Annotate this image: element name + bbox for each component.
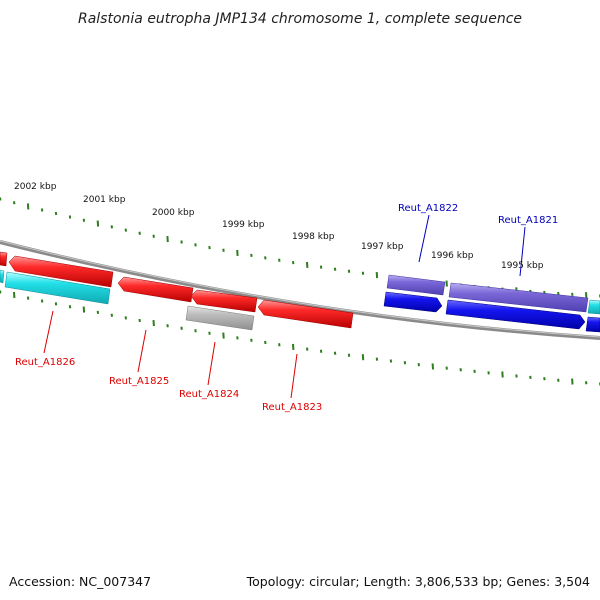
gene-label-reut-a1821[interactable]: Reut_A1821 bbox=[498, 215, 558, 226]
gene-arrow-forward-1821[interactable] bbox=[445, 299, 586, 330]
gene-arrow-left-edge[interactable] bbox=[0, 251, 8, 267]
gene-label-reut-a1822[interactable]: Reut_A1822 bbox=[398, 203, 458, 214]
scale-label-2002-kbp: 2002 kbp bbox=[14, 182, 57, 192]
scale-label-2001-kbp: 2001 kbp bbox=[83, 195, 126, 205]
gene-arrow-reut-a1826[interactable] bbox=[8, 255, 114, 288]
inner-scale-ticks bbox=[0, 290, 600, 386]
gene-label-reut-a1826[interactable]: Reut_A1826 bbox=[15, 357, 75, 368]
scale-label-1998-kbp: 1998 kbp bbox=[292, 232, 335, 242]
leader-line-reut-a1821 bbox=[519, 226, 526, 277]
feature-cyan-reut-a1826[interactable] bbox=[4, 271, 111, 305]
gene-label-reut-a1823[interactable]: Reut_A1823 bbox=[262, 402, 322, 413]
gene-arrow-reut-a1824-red[interactable] bbox=[190, 289, 258, 313]
feature-cyan-right-edge[interactable] bbox=[587, 299, 600, 315]
genome-summary-text: Topology: circular; Length: 3,806,533 bp… bbox=[246, 574, 590, 589]
gene-arrow-reut-a1823[interactable] bbox=[257, 299, 354, 329]
leader-line-reut-a1822 bbox=[418, 214, 430, 263]
gene-arrow-reut-a1825[interactable] bbox=[117, 276, 194, 303]
accession-text: Accession: NC_007347 bbox=[9, 574, 151, 589]
scale-label-1995-kbp: 1995 kbp bbox=[501, 261, 544, 271]
leader-line-reut-a1823 bbox=[290, 353, 298, 399]
gene-label-reut-a1824[interactable]: Reut_A1824 bbox=[179, 389, 239, 400]
feature-cyan-left-edge[interactable] bbox=[0, 269, 5, 284]
gene-label-reut-a1825[interactable]: Reut_A1825 bbox=[109, 376, 169, 387]
scale-label-1997-kbp: 1997 kbp bbox=[361, 242, 404, 252]
leader-line-reut-a1826 bbox=[43, 310, 54, 354]
chromosome-backbone-shine bbox=[0, 240, 600, 338]
chromosome-backbone bbox=[0, 240, 600, 340]
leader-line-reut-a1824 bbox=[207, 341, 216, 386]
leader-line-reut-a1825 bbox=[137, 329, 147, 373]
gene-arrow-forward-1822[interactable] bbox=[383, 291, 443, 313]
scale-label-1996-kbp: 1996 kbp bbox=[431, 251, 474, 261]
feature-gray-reut-a1824[interactable] bbox=[185, 305, 255, 331]
gene-highlight-reut-a1821[interactable] bbox=[448, 282, 589, 313]
scale-label-1999-kbp: 1999 kbp bbox=[222, 220, 265, 230]
scale-label-2000-kbp: 2000 kbp bbox=[152, 208, 195, 218]
gene-arrow-right-edge[interactable] bbox=[585, 316, 600, 333]
map-title: Ralstonia eutropha JMP134 chromosome 1, … bbox=[78, 11, 522, 27]
gene-highlight-reut-a1822[interactable] bbox=[386, 274, 446, 296]
